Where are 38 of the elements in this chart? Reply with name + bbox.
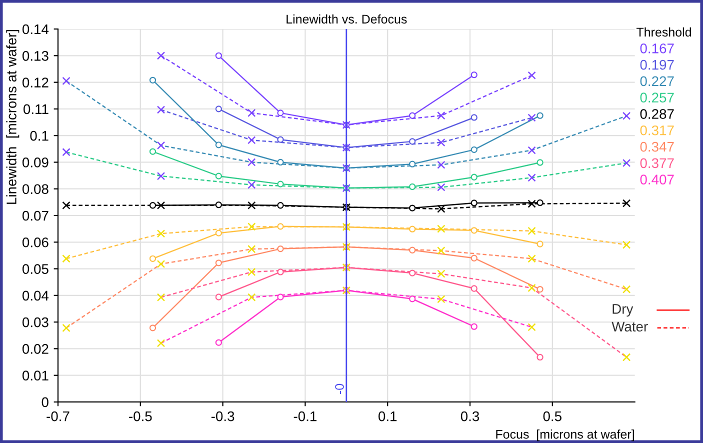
y-tick-label: 0.14 <box>22 24 49 34</box>
text: 0.257 <box>640 92 674 103</box>
annotation: Water <box>612 322 648 332</box>
text: 0.287 <box>640 109 674 119</box>
y-tick-label: 0.01 <box>22 370 48 381</box>
x-tick-label: -0.3 <box>211 411 234 422</box>
annotation: Dry <box>612 304 634 317</box>
text: 0.377 <box>640 158 674 168</box>
text: 0.227 <box>640 76 674 86</box>
y-tick-label: 0.02 <box>22 344 48 354</box>
x-tick-label: 0.1 <box>378 411 397 422</box>
chart-title: Linewidth vs. Defocus <box>286 14 407 24</box>
y-tick-label: 0.08 <box>22 184 48 194</box>
y-tick-label: 0.09 <box>22 158 48 168</box>
x-tick-label: -0.5 <box>129 411 152 422</box>
x-tick-label: 0.5 <box>543 411 562 422</box>
y-tick-label: 0.04 <box>22 290 49 301</box>
text: 0.197 <box>640 60 674 70</box>
y-axis-title: Linewidth [microns at wafer] <box>6 30 20 204</box>
x-tick-label: -0.1 <box>294 411 316 422</box>
text: 0.347 <box>640 142 674 152</box>
x-axis-title: Focus [microns at wafer] <box>496 430 634 442</box>
x-tick-label: 0.3 <box>460 411 480 422</box>
y-tick-label: 0.12 <box>22 78 48 88</box>
text: 0.317 <box>640 125 674 136</box>
y-tick-label: 0 <box>42 397 48 408</box>
ref-line-label: -0 <box>335 384 344 394</box>
y-tick-label: 0.13 <box>22 50 48 61</box>
y-tick-label: 0.05 <box>22 264 48 274</box>
x-tick-label: -0.7 <box>46 411 70 422</box>
y-tick-label: 0.07 <box>22 210 48 221</box>
y-tick-label: 0.06 <box>22 237 48 248</box>
y-tick-label: 0.03 <box>22 317 48 328</box>
y-tick-label: 0.1 <box>30 130 48 141</box>
legend-title: Threshold <box>636 27 691 37</box>
text: 0.167 <box>640 44 674 54</box>
y-tick-label: 0.11 <box>24 104 48 114</box>
text: 0.407 <box>640 174 674 184</box>
